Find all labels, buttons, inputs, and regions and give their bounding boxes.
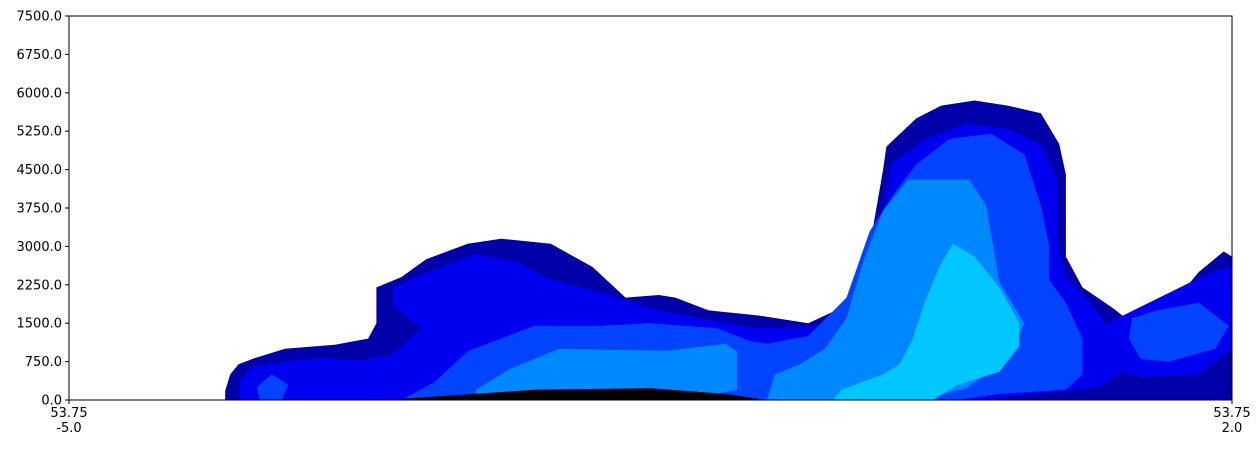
y-axis: 0.0 750.0 1500.0 2250.0 3000.0 3750.0 4500.0 52…	[17, 10, 69, 409]
x-axis: 53.75-5.053.752.0	[50, 400, 1251, 436]
y-tick-label: 3750.0	[17, 202, 63, 217]
x-tick-label-lat: 53.75	[50, 406, 87, 421]
contour-layers	[225, 100, 1232, 400]
y-tick-label: 6000.0	[17, 86, 63, 101]
x-tick-label-lon: -5.0	[56, 421, 81, 436]
contour-level-4-region-1	[476, 343, 737, 400]
y-tick-label: 2250.0	[17, 278, 63, 293]
y-tick-label: 0.0	[41, 394, 62, 409]
terrain-silhouette	[384, 388, 767, 400]
y-tick-label: 750.0	[25, 355, 62, 370]
y-tick-label: 3000.0	[17, 240, 63, 255]
y-tick-label: 6750.0	[17, 48, 63, 63]
y-tick-label: 4500.0	[17, 163, 63, 178]
x-tick-label-lon: 2.0	[1222, 421, 1243, 436]
x-tick-label-lat: 53.75	[1213, 406, 1250, 421]
contour-level-3-region-1	[256, 374, 289, 400]
y-tick-label: 1500.0	[17, 317, 63, 332]
contour-level-1-region-2	[999, 383, 1232, 400]
contour-level-5-region-1	[833, 243, 1020, 400]
y-tick-label: 5250.0	[17, 125, 63, 140]
y-tick-label: 7500.0	[17, 10, 63, 25]
terrain-layer	[384, 388, 767, 400]
contour-level-3-region-3	[1129, 302, 1229, 362]
